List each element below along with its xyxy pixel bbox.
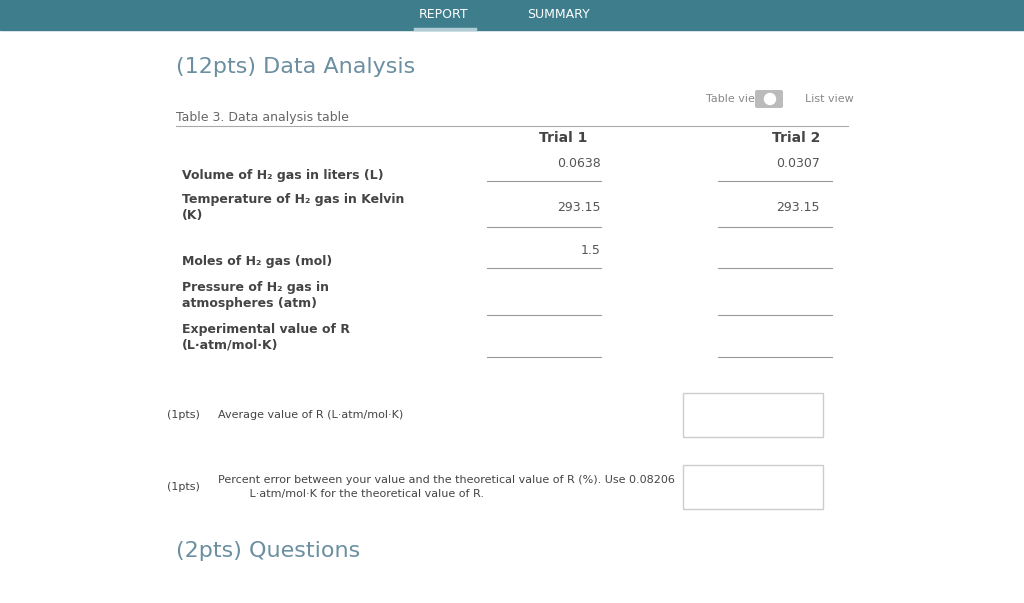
Text: Percent error between your value and the theoretical value of R (%). Use 0.08206: Percent error between your value and the…	[218, 475, 675, 485]
Text: (1pts): (1pts)	[167, 482, 200, 492]
Text: Trial 1: Trial 1	[539, 131, 587, 145]
Text: Table view: Table view	[706, 94, 764, 104]
Text: (2pts) Questions: (2pts) Questions	[176, 541, 360, 561]
Text: atmospheres (atm): atmospheres (atm)	[182, 297, 317, 309]
Text: Temperature of H₂ gas in Kelvin: Temperature of H₂ gas in Kelvin	[182, 194, 404, 206]
Text: Average value of R (L·atm/mol·K): Average value of R (L·atm/mol·K)	[218, 410, 403, 420]
Text: Table 3. Data analysis table: Table 3. Data analysis table	[176, 112, 349, 124]
Text: SUMMARY: SUMMARY	[527, 8, 591, 22]
Text: REPORT: REPORT	[419, 8, 469, 22]
Text: 1.5: 1.5	[582, 244, 601, 257]
FancyBboxPatch shape	[683, 465, 823, 509]
Text: Experimental value of R: Experimental value of R	[182, 323, 350, 335]
Text: 0.0638: 0.0638	[557, 157, 601, 170]
Circle shape	[765, 93, 775, 104]
Bar	[0, 0, 1024, 30]
Text: Pressure of H₂ gas in: Pressure of H₂ gas in	[182, 280, 329, 294]
Text: (K): (K)	[182, 209, 204, 223]
Text: 293.15: 293.15	[776, 201, 820, 214]
Text: (12pts) Data Analysis: (12pts) Data Analysis	[176, 57, 416, 77]
Text: List view: List view	[805, 94, 854, 104]
Text: Moles of H₂ gas (mol): Moles of H₂ gas (mol)	[182, 254, 332, 268]
Text: (L·atm/mol·K): (L·atm/mol·K)	[182, 338, 279, 352]
Text: 293.15: 293.15	[557, 201, 601, 214]
Text: L·atm/mol·K for the theoretical value of R.: L·atm/mol·K for the theoretical value of…	[218, 489, 484, 499]
Text: Volume of H₂ gas in liters (L): Volume of H₂ gas in liters (L)	[182, 168, 384, 182]
FancyBboxPatch shape	[683, 393, 823, 437]
Text: 0.0307: 0.0307	[776, 157, 820, 170]
Text: (1pts): (1pts)	[167, 410, 200, 420]
FancyBboxPatch shape	[755, 90, 783, 108]
Text: Trial 2: Trial 2	[772, 131, 820, 145]
